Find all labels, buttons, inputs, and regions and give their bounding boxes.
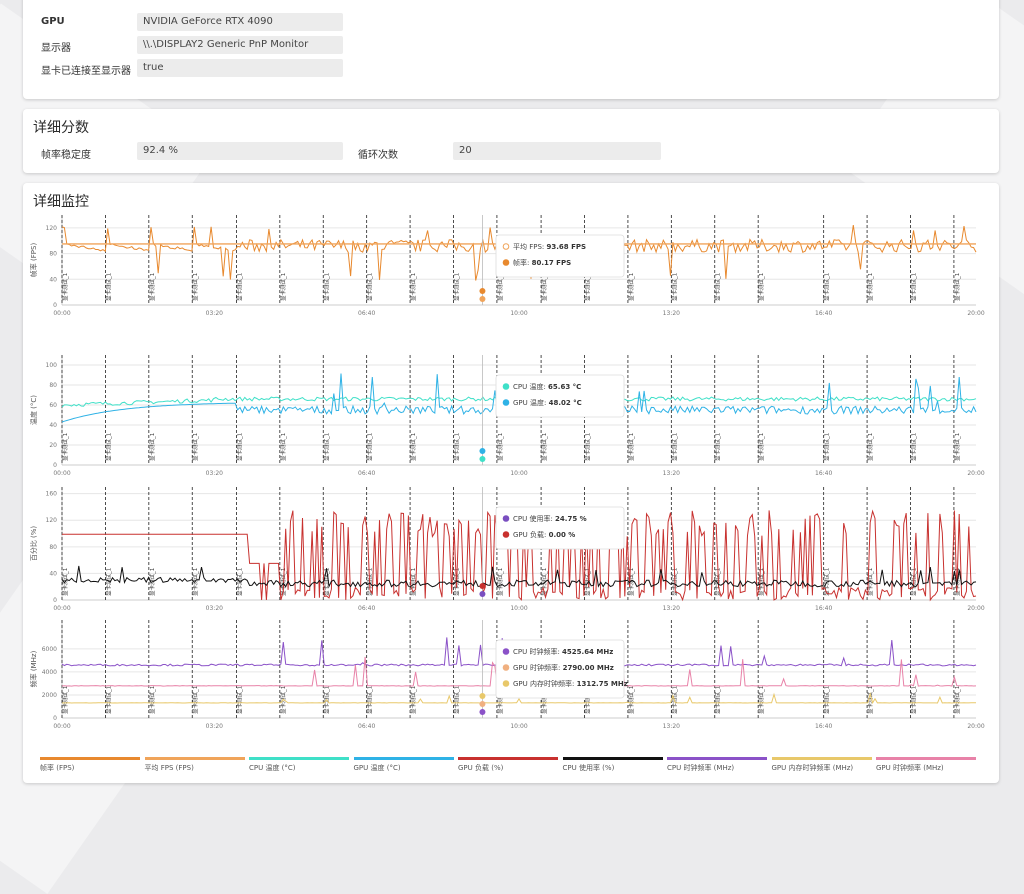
stability-value: 92.4 % <box>137 142 343 160</box>
legend-label[interactable]: CPU 温度 (°C) <box>249 764 296 772</box>
legend-swatch[interactable] <box>667 757 767 760</box>
legend-swatch[interactable] <box>353 757 454 760</box>
detailed-score-card: 详细分数 帧率稳定度 92.4 % 循环次数 20 <box>23 109 999 173</box>
gpu-value: NVIDIA GeForce RTX 4090 <box>137 13 343 31</box>
display-connected-label: 显卡已连接至显示器 <box>41 66 131 77</box>
legend-swatch[interactable] <box>771 757 872 760</box>
legend-label[interactable]: 平均 FPS (FPS) <box>144 764 194 772</box>
legend-label[interactable]: GPU 时钟频率 (MHz) <box>876 764 944 772</box>
legend-swatch[interactable] <box>458 757 558 760</box>
display-connected-value: true <box>137 59 343 77</box>
legend-label[interactable]: GPU 温度 (°C) <box>353 764 401 772</box>
legend-label[interactable]: CPU 使用率 (%) <box>562 764 615 772</box>
score-title: 详细分数 <box>33 120 89 136</box>
legend-swatch[interactable] <box>249 757 349 760</box>
monitor-title: 详细监控 <box>33 194 89 210</box>
detailed-monitor-card: 详细监控 <box>23 183 999 783</box>
monitor-label: 显示器 <box>41 43 71 54</box>
loops-value: 20 <box>453 142 661 160</box>
legend-label[interactable]: GPU 负载 (%) <box>458 764 504 772</box>
monitor-value: \\.\DISPLAY2 Generic PnP Monitor <box>137 36 343 54</box>
legend-swatch[interactable] <box>144 757 245 760</box>
legend-label[interactable]: 帧率 (FPS) <box>40 764 75 772</box>
loops-label: 循环次数 <box>358 150 398 161</box>
gpu-label: GPU <box>41 16 65 27</box>
hardware-info-card: GPU NVIDIA GeForce RTX 4090 显示器 \\.\DISP… <box>23 0 999 99</box>
stability-label: 帧率稳定度 <box>41 150 91 161</box>
legend-swatch[interactable] <box>40 757 140 760</box>
legend-label[interactable]: GPU 内存时钟频率 (MHz) <box>771 764 854 772</box>
legend-swatch[interactable] <box>876 757 976 760</box>
legend-swatch[interactable] <box>562 757 663 760</box>
legend-label[interactable]: CPU 时钟频率 (MHz) <box>667 764 735 772</box>
